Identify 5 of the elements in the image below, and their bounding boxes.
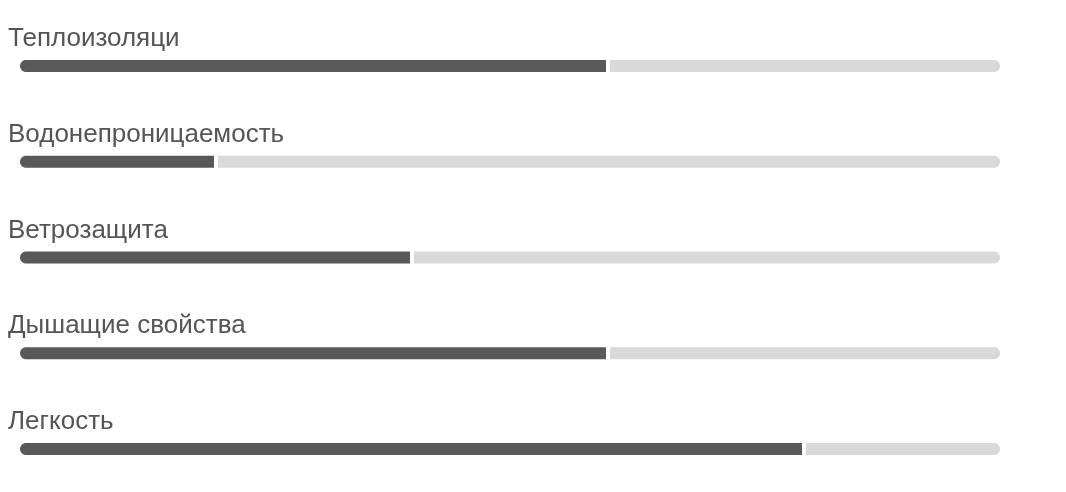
y-tick-label: Дышащие свойства [8,309,247,340]
y-tick-label: Теплоизоляци [8,22,180,52]
y-tick-label: Водонепроницаемость [8,117,285,148]
y-tick-label: Ветрозащита [8,213,169,244]
y-tick-label: Легкость [8,405,114,435]
